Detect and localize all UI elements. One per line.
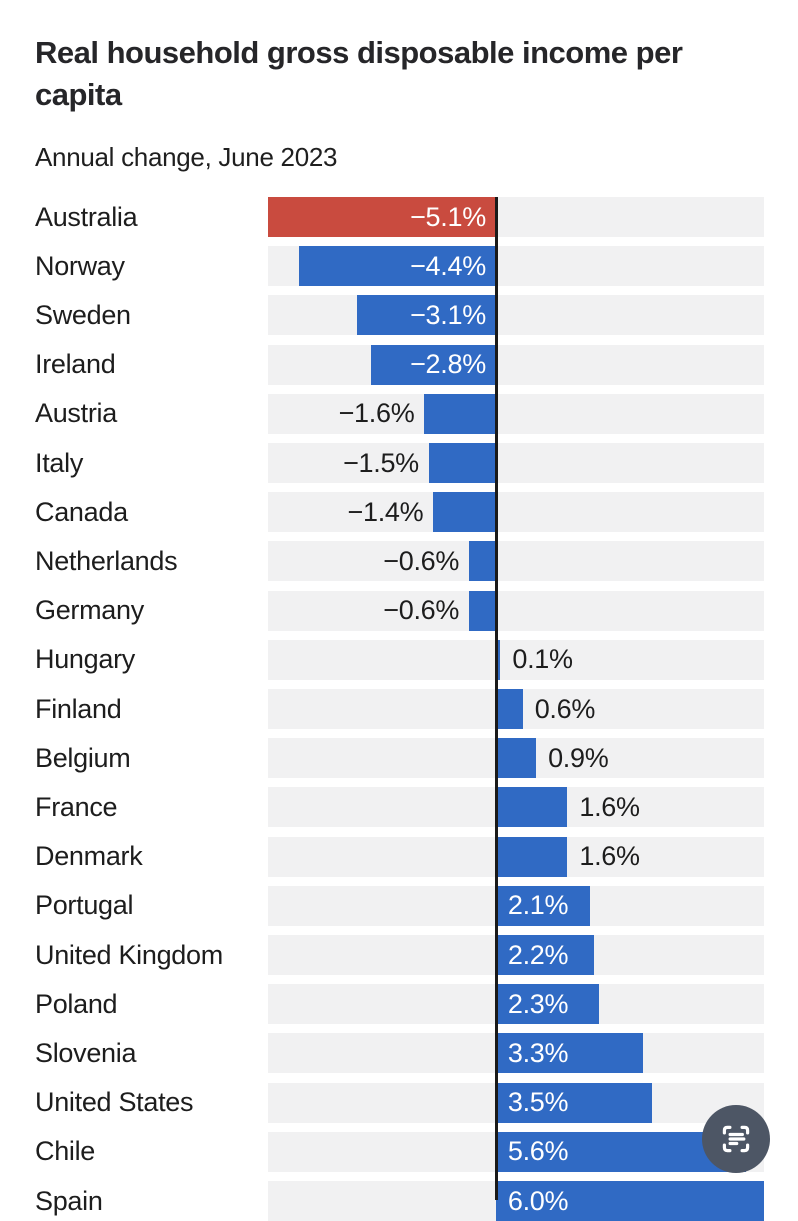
value-label: 6.0%: [507, 1185, 569, 1216]
value-label: 3.5%: [507, 1087, 569, 1118]
chart-row-belgium: Belgium 0.9%: [0, 738, 798, 779]
bar-portugal: [495, 885, 590, 926]
bar-finland: [495, 689, 523, 729]
bar-ireland: [370, 344, 496, 385]
value-label: 0.1%: [512, 644, 573, 675]
chart-row-france: France 1.6%: [0, 787, 798, 828]
chart-row-chile: Chile 5.6%: [0, 1131, 798, 1172]
value-label: 1.6%: [579, 841, 640, 872]
bar-austria: [424, 393, 496, 434]
country-label: Canada: [35, 496, 128, 527]
chart-row-italy: Italy −1.5%: [0, 443, 798, 483]
bar-germany: [469, 590, 496, 631]
country-label: Austria: [35, 398, 117, 429]
row-stripe: [268, 590, 764, 631]
country-label: Chile: [35, 1136, 96, 1167]
bar-slovenia: [495, 1033, 644, 1074]
bar-hungary: [495, 639, 501, 680]
chart-row-denmark: Denmark 1.6%: [0, 836, 798, 877]
chart-row-sweden: Sweden −3.1%: [0, 295, 798, 336]
row-stripe: [268, 443, 764, 483]
country-label: Sweden: [35, 299, 131, 330]
country-label: Hungary: [35, 644, 135, 675]
row-stripe: [268, 393, 764, 434]
chart-row-germany: Germany −0.6%: [0, 590, 798, 631]
country-label: Ireland: [35, 349, 116, 380]
value-label: 2.2%: [507, 939, 569, 970]
value-label: −4.4%: [410, 250, 486, 281]
chart-title: Real household gross disposable income p…: [35, 35, 683, 112]
scan-fab-button[interactable]: [702, 1105, 770, 1173]
value-label: −2.8%: [410, 349, 486, 380]
country-label: Denmark: [35, 841, 143, 872]
country-label: Norway: [35, 250, 125, 281]
value-label: 2.1%: [507, 890, 569, 921]
bar-belgium: [495, 738, 537, 779]
chart-row-netherlands: Netherlands −0.6%: [0, 541, 798, 582]
chart-row-poland: Poland 2.3%: [0, 984, 798, 1025]
country-label: Australia: [35, 201, 138, 232]
row-stripe: [268, 295, 764, 336]
chart-row-norway: Norway −4.4%: [0, 246, 798, 287]
country-label: Slovenia: [35, 1037, 137, 1068]
value-label: −0.6%: [383, 595, 460, 626]
country-label: Germany: [35, 595, 144, 626]
chart-row-canada: Canada −1.4%: [0, 492, 798, 533]
bar-denmark: [495, 836, 568, 877]
value-label: −1.6%: [338, 398, 415, 429]
bar-netherlands: [469, 541, 496, 582]
chart-row-united-states: United States 3.5%: [0, 1082, 798, 1123]
country-label: Spain: [35, 1185, 103, 1216]
chart-row-austria: Austria −1.6%: [0, 393, 798, 434]
country-label: United Kingdom: [35, 939, 223, 970]
chart-row-portugal: Portugal 2.1%: [0, 885, 798, 926]
value-label: −3.1%: [410, 299, 486, 330]
chart-row-hungary: Hungary 0.1%: [0, 639, 798, 680]
value-label: −5.1%: [410, 201, 486, 232]
scan-text-icon: [714, 1117, 758, 1161]
value-label: 5.6%: [507, 1136, 569, 1167]
value-label: −1.5%: [343, 447, 419, 478]
chart-row-australia: Australia −5.1%: [0, 197, 798, 237]
chart-row-finland: Finland 0.6%: [0, 689, 798, 729]
bar-united-kingdom: [495, 935, 595, 975]
bar-italy: [428, 443, 496, 483]
row-stripe: [268, 344, 764, 385]
bar-norway: [299, 246, 496, 287]
chart-row-united-kingdom: United Kingdom 2.2%: [0, 935, 798, 975]
chart-subtitle: Annual change, June 2023: [35, 142, 338, 172]
country-label: Portugal: [35, 890, 134, 921]
bar-united-states: [495, 1082, 653, 1123]
row-stripe: [268, 541, 764, 582]
chart-row-spain: Spain 6.0%: [0, 1181, 798, 1221]
value-label: 2.3%: [507, 988, 569, 1019]
value-label: 3.3%: [507, 1037, 569, 1068]
zero-axis-line: [494, 197, 498, 1200]
value-label: −0.6%: [383, 545, 460, 576]
bar-australia: [268, 197, 496, 237]
row-stripe: [268, 639, 764, 680]
value-label: −1.4%: [347, 496, 424, 527]
value-label: 0.9%: [548, 742, 609, 773]
country-label: Poland: [35, 988, 118, 1019]
country-label: Netherlands: [35, 545, 178, 576]
country-label: Finland: [35, 693, 122, 724]
chart-row-slovenia: Slovenia 3.3%: [0, 1033, 798, 1074]
country-label: Italy: [35, 447, 84, 478]
country-label: France: [35, 791, 118, 822]
bar-canada: [433, 492, 496, 533]
chart-row-ireland: Ireland −2.8%: [0, 344, 798, 385]
bar-sweden: [357, 295, 496, 336]
bar-poland: [495, 984, 599, 1025]
value-label: 1.6%: [579, 791, 640, 822]
country-label: United States: [35, 1087, 194, 1118]
bar-france: [495, 787, 568, 828]
value-label: 0.6%: [534, 693, 596, 724]
country-label: Belgium: [35, 742, 131, 773]
row-stripe: [268, 492, 764, 533]
